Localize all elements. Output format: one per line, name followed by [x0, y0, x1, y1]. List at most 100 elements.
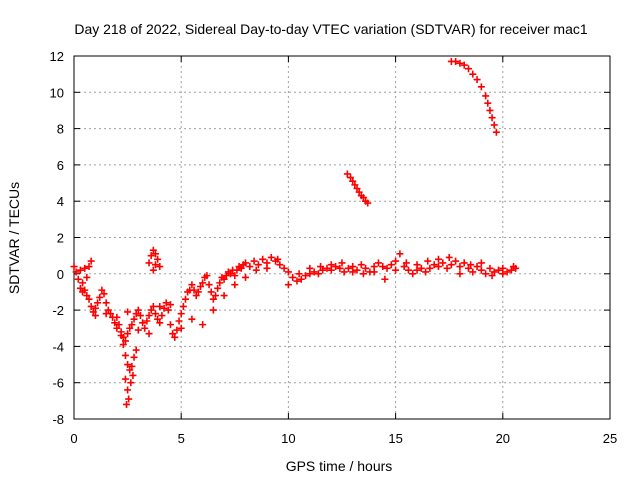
data-point-3-8 [113, 313, 121, 321]
data-point-0-28 [130, 315, 138, 323]
data-point-3-43 [488, 272, 496, 280]
y-tick-label-8: 8 [57, 122, 64, 137]
data-point-3-1 [81, 264, 89, 272]
y-tick-label-10: 12 [50, 49, 64, 64]
data-point-0-38 [151, 310, 159, 318]
data-point-0-36 [147, 306, 155, 314]
data-point-0-6 [83, 292, 91, 300]
data-point-0-50 [177, 310, 185, 318]
data-point-0-10 [91, 304, 99, 312]
data-point-4-0 [343, 170, 351, 178]
data-point-0-16 [104, 306, 112, 314]
data-point-3-18 [220, 292, 228, 300]
data-point-3-36 [413, 261, 421, 269]
data-point-3-30 [349, 268, 357, 276]
data-point-1-1 [119, 341, 127, 349]
data-point-3-27 [317, 263, 325, 271]
data-point-0-80 [242, 259, 250, 267]
data-point-3-24 [284, 281, 292, 289]
data-point-0-39 [154, 315, 162, 323]
data-point-0-97 [314, 270, 322, 278]
data-point-0-24 [121, 337, 129, 345]
data-point-1-5 [128, 362, 136, 370]
data-point-3-5 [79, 288, 87, 296]
data-point-3-34 [392, 266, 400, 274]
x-tick-label-2: 10 [281, 431, 295, 446]
data-point-0-104 [344, 264, 352, 272]
data-point-0-4 [79, 279, 87, 287]
y-axis-label: SDTVAR / TECUs [6, 182, 22, 294]
data-point-5-11 [488, 114, 496, 122]
data-point-3-3 [87, 257, 95, 265]
data-point-0-129 [452, 257, 460, 265]
data-point-0-103 [340, 268, 348, 276]
data-point-3-29 [338, 259, 346, 267]
data-point-1-11 [125, 395, 133, 403]
data-point-0-112 [379, 263, 387, 271]
data-point-0-58 [194, 288, 202, 296]
data-point-2-1 [147, 252, 155, 260]
data-point-0-137 [486, 264, 494, 272]
y-tick-label-5: 2 [57, 231, 64, 246]
data-point-0-106 [353, 266, 361, 274]
data-point-0-26 [126, 324, 134, 332]
x-tick-label-1: 5 [178, 431, 185, 446]
data-point-0-126 [439, 259, 447, 267]
data-point-5-7 [477, 83, 485, 91]
x-tick-label-5: 25 [603, 431, 617, 446]
data-point-0-113 [383, 264, 391, 272]
data-point-3-12 [156, 302, 164, 310]
data-point-0-62 [203, 272, 211, 280]
data-point-0-102 [336, 264, 344, 272]
y-tick-label-1: -6 [52, 376, 64, 391]
data-point-3-35 [402, 259, 410, 267]
data-point-5-1 [452, 57, 460, 65]
data-point-1-12 [127, 379, 135, 387]
data-point-3-10 [134, 326, 142, 334]
data-point-2-7 [151, 261, 159, 269]
data-point-0-21 [115, 321, 123, 329]
data-point-3-33 [381, 275, 389, 283]
x-tick-label-0: 0 [70, 431, 77, 446]
data-point-3-4 [83, 273, 91, 281]
data-point-0-14 [100, 290, 108, 298]
data-point-0-118 [404, 266, 412, 274]
data-point-0-55 [188, 281, 196, 289]
data-point-0-30 [134, 306, 142, 314]
data-point-2-6 [149, 266, 157, 274]
data-point-0-125 [434, 263, 442, 271]
data-point-3-28 [327, 261, 335, 269]
data-point-4-9 [364, 199, 372, 207]
data-point-0-34 [143, 317, 151, 325]
data-point-0-123 [426, 264, 434, 272]
points-layer [70, 57, 520, 408]
data-point-4-2 [349, 177, 357, 185]
data-point-0-67 [214, 284, 222, 292]
data-point-0-1 [72, 268, 80, 276]
data-point-3-44 [499, 270, 507, 278]
data-point-3-0 [76, 266, 84, 274]
data-point-0-98 [319, 266, 327, 274]
data-point-5-8 [482, 92, 490, 100]
data-point-0-94 [302, 272, 310, 280]
data-point-0-78 [237, 264, 245, 272]
data-point-1-8 [121, 375, 129, 383]
data-point-0-11 [94, 299, 102, 307]
data-point-0-107 [357, 261, 365, 269]
data-point-0-63 [205, 281, 213, 289]
data-point-3-26 [306, 264, 314, 272]
series-mac1-arc-short [145, 246, 164, 274]
data-point-5-13 [492, 128, 500, 136]
data-point-3-16 [199, 321, 207, 329]
data-point-1-7 [132, 346, 140, 354]
data-point-0-117 [400, 263, 408, 271]
data-point-5-5 [469, 70, 477, 78]
data-point-3-15 [188, 315, 196, 323]
y-tick-label-7: 6 [57, 158, 64, 173]
data-point-1-3 [124, 361, 132, 369]
data-point-0-132 [464, 264, 472, 272]
data-point-3-19 [231, 281, 239, 289]
data-point-0-25 [124, 330, 132, 338]
data-point-0-83 [254, 261, 262, 269]
